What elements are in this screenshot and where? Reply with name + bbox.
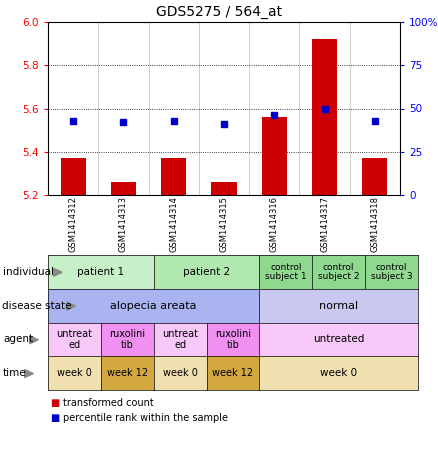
Bar — [111, 182, 136, 195]
Text: untreated: untreated — [313, 334, 364, 344]
Text: percentile rank within the sample: percentile rank within the sample — [63, 413, 228, 423]
Text: normal: normal — [319, 301, 358, 311]
Text: ruxolini
tib: ruxolini tib — [215, 329, 251, 350]
Bar — [362, 158, 388, 195]
Text: untreat
ed: untreat ed — [57, 329, 92, 350]
Text: disease state: disease state — [2, 301, 71, 311]
Polygon shape — [29, 336, 38, 344]
Text: transformed count: transformed count — [63, 398, 154, 408]
Polygon shape — [25, 370, 33, 377]
Text: ■: ■ — [50, 398, 59, 408]
Text: alopecia areata: alopecia areata — [110, 301, 197, 311]
Text: patient 1: patient 1 — [77, 267, 124, 277]
Polygon shape — [67, 302, 75, 310]
Text: untreat
ed: untreat ed — [162, 329, 198, 350]
Text: GDS5275 / 564_at: GDS5275 / 564_at — [156, 5, 282, 19]
Text: week 12: week 12 — [107, 368, 148, 378]
Text: control
subject 2: control subject 2 — [318, 263, 360, 281]
Bar — [262, 117, 287, 195]
Text: week 12: week 12 — [212, 368, 254, 378]
Text: control
subject 3: control subject 3 — [371, 263, 413, 281]
Text: individual: individual — [3, 267, 54, 277]
Text: ruxolini
tib: ruxolini tib — [109, 329, 145, 350]
Bar — [161, 158, 186, 195]
Text: week 0: week 0 — [320, 368, 357, 378]
Text: agent: agent — [3, 334, 33, 344]
Text: week 0: week 0 — [162, 368, 198, 378]
Text: ■: ■ — [50, 413, 59, 423]
Text: control
subject 1: control subject 1 — [265, 263, 307, 281]
Polygon shape — [53, 268, 62, 276]
Text: week 0: week 0 — [57, 368, 92, 378]
Bar — [212, 182, 237, 195]
Text: patient 2: patient 2 — [183, 267, 230, 277]
Bar — [60, 158, 86, 195]
Text: time: time — [3, 368, 27, 378]
Bar — [312, 39, 337, 195]
